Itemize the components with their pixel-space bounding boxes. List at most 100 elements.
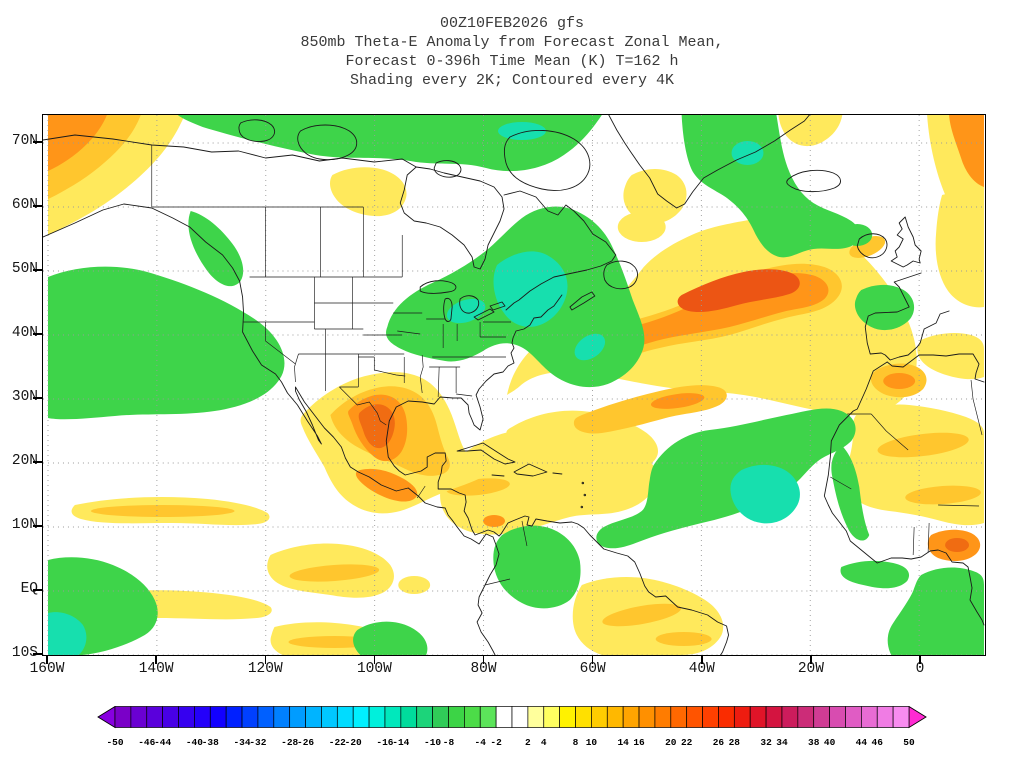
colorbar-tick-label: 40 [824,737,836,748]
shade-norwegian-orange [949,115,985,187]
colorbar-cell [829,706,846,728]
coastline-greenland [608,115,810,209]
shade-med-yellow [917,332,985,380]
lat-tick [33,397,42,399]
colorbar-tick-label: -32 [249,737,266,748]
lat-label: 30N [11,389,38,405]
colorbar-tick-label: 2 [525,737,531,748]
lat-tick [33,269,42,271]
shade-stlawrence-cyan [493,251,568,327]
coastline-hudson-bay [399,166,505,270]
colorbar-cell [559,706,576,728]
colorbar-cell [225,706,243,728]
colorbar-cell [797,706,815,728]
coastline-southampton-island [433,160,462,178]
shade-bering-orange [47,115,107,171]
colorbar-cell [289,706,306,728]
shade-egreenland-cyan [731,141,764,165]
shade-eqpac-green [353,621,428,655]
lon-tick [264,656,266,664]
coastline-lake-superior [419,280,457,294]
shade-tropatl-cyan [730,464,800,524]
lat-tick [33,589,42,591]
shade-iberia-green [854,284,915,331]
colorbar-cell [670,706,688,728]
lon-tick [701,656,703,664]
colorbar-tick-label: 28 [729,737,741,748]
colorbar-cell [273,706,291,728]
shade-europe-yellow [935,190,985,308]
colorbar-cell [511,706,529,728]
colorbar-tick-label: -4 [475,737,487,748]
colorbar-cell [606,706,624,728]
colorbar-cell [765,706,783,728]
shade-tropatl-green [596,408,856,549]
colorbar-cell [448,706,465,728]
lon-tick [46,656,48,664]
colorbar-cell [733,706,751,728]
colorbar-tick-label: -46 [138,737,155,748]
lat-label: 10S [11,645,38,661]
shade-offshore-cyan [574,333,606,361]
lat-tick [33,141,42,143]
colorbar-tick-label: -8 [443,737,455,748]
coastline-jamaica [491,474,505,477]
colorbar-tick-label: 22 [681,737,693,748]
colorbar-cell [861,706,878,728]
colorbar-tick-label: 50 [903,737,915,748]
shade-sahel-gold [905,485,981,505]
lat-tick [33,525,42,527]
lat-label: 20N [11,453,38,469]
map-canvas [43,115,985,655]
lon-tick [591,656,594,664]
colorbar-cell [718,706,735,728]
coastline-lake-michigan [443,297,453,322]
shade-amazon-gold1 [602,603,682,627]
lat-label: 60N [11,197,38,213]
colorbar-cell [130,706,148,728]
colorbar-cell [194,706,211,728]
coastline-antilles-dot [580,505,584,509]
shade-labradorsea-yellow [617,212,666,242]
coastline-antilles-dot [581,481,585,485]
colorbar-tick-label: 4 [541,737,547,748]
shade-itcz-gold [90,505,235,517]
colorbar-tick-label: -2 [490,737,502,748]
lat-tick [33,653,42,655]
lon-label: 60W [579,661,606,677]
colorbar: -50 -46 -44 -40 -38 -34 -32 -28 -26 -22 -20 -16 -14-… [97,705,927,759]
chart-title-block: 00Z10FEB2026 gfs 850mb Theta-E Anomaly f… [0,14,1024,90]
shade-swpac-cyan [47,612,87,655]
coastline-newfoundland [603,260,638,290]
coastline-nova-scotia [569,291,596,311]
shade-sargasso-gold [573,385,727,434]
shade-egreenland-green [681,115,860,258]
lat-label: 50N [11,261,38,277]
colorbar-cell [543,706,560,728]
shade-mexcoast-orange [355,468,418,502]
colorbar-cell [845,706,862,728]
shade-lakes-cyan [446,298,486,324]
shade-texas-core [358,404,395,449]
colorbar-tick-label: 26 [713,737,725,748]
colorbar-tick-label: 10 [586,737,598,748]
colorbar-cell [781,706,799,728]
colorbar-cell [479,706,497,728]
lat-label: 10N [11,517,38,533]
colorbar-cell [384,706,402,728]
lat-tick [33,461,42,463]
shade-arctic-cyan [498,122,546,140]
colorbar-tick-label: 14 [617,737,629,748]
colorbar-cell [575,706,592,728]
coastline-victoria-island [297,124,358,161]
colorbar-cell [178,706,195,728]
shade-nigeria-core [945,538,970,552]
colorbar-tick-label: 34 [776,737,788,748]
coastline-labrador [503,190,617,311]
shade-sahara-gold1 [877,432,969,458]
colorbar-cell [336,706,354,728]
shade-panama-orange [483,515,506,527]
lat-tick [33,205,42,207]
coastline-cuba [456,442,516,465]
colorbar-cell [654,706,672,728]
